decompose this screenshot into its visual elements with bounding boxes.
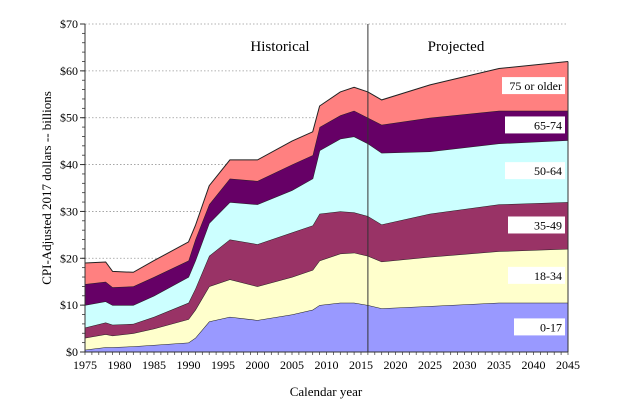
y-tick-label: $30 xyxy=(60,204,78,218)
series-label-text: 50-64 xyxy=(534,164,562,178)
y-tick-label: $20 xyxy=(60,251,78,265)
x-axis-title: Calendar year xyxy=(290,384,363,399)
area-50-64 xyxy=(85,136,568,328)
area-35-49 xyxy=(85,202,568,338)
x-tick-label: 2015 xyxy=(349,358,373,372)
series-label-box xyxy=(508,266,565,284)
projected-label: Projected xyxy=(428,39,485,55)
series-label-50-64: 50-64 xyxy=(505,162,565,180)
series-label-18-34: 18-34 xyxy=(508,266,565,284)
x-tick-label: 2040 xyxy=(522,358,546,372)
y-axis-title: CPI-Adjusted 2017 dollars -- billions xyxy=(39,91,54,285)
y-tick-label: $50 xyxy=(60,111,78,125)
series-label-box xyxy=(505,162,565,180)
series-label-box xyxy=(514,318,565,336)
y-tick-label: $40 xyxy=(60,158,78,172)
series-label-text: 35-49 xyxy=(534,218,562,232)
y-tick-label: $0 xyxy=(66,345,78,359)
series-label-75-or-older: 75 or older xyxy=(502,77,565,95)
area-18-34 xyxy=(85,248,568,350)
series-label-text: 75 or older xyxy=(509,79,562,93)
y-axis-ticks: $0 $10 $20 $30 $40 $50 $60 $70 xyxy=(60,17,85,359)
series-label-box xyxy=(505,116,565,134)
x-tick-label: 2030 xyxy=(453,358,477,372)
area-boundary-75-or-older xyxy=(84,61,569,273)
series-label-text: 65-74 xyxy=(534,118,562,132)
x-tick-label: 2035 xyxy=(487,358,511,372)
x-tick-label: 1990 xyxy=(177,358,201,372)
x-tick-label: 1995 xyxy=(211,358,235,372)
y-tick-label: $10 xyxy=(60,298,78,312)
series-label-text: 0-17 xyxy=(540,320,562,334)
y-tick-label: $70 xyxy=(60,17,78,31)
y-tick-label: $60 xyxy=(60,64,78,78)
x-tick-label: 2025 xyxy=(418,358,442,372)
x-tick-label: 2010 xyxy=(315,358,339,372)
x-tick-label: 2005 xyxy=(280,358,304,372)
series-labels: 0-17 18-34 35-49 50-64 65-74 75 or older xyxy=(502,77,565,336)
x-tick-label: 1980 xyxy=(108,358,132,372)
series-label-0-17: 0-17 xyxy=(514,318,565,336)
series-label-text: 18-34 xyxy=(534,269,562,283)
series-label-box xyxy=(508,216,565,234)
x-tick-label: 2000 xyxy=(246,358,270,372)
x-tick-label: 1975 xyxy=(73,358,97,372)
series-label-65-74: 65-74 xyxy=(505,116,565,134)
x-axis-ticks: 1975 1980 1985 1990 1995 2000 2005 2010 2015 2020… xyxy=(73,352,580,372)
area-series xyxy=(84,61,569,352)
area-0-17 xyxy=(85,302,568,352)
area-boundary-35-49 xyxy=(84,201,569,329)
x-tick-label: 2020 xyxy=(384,358,408,372)
series-label-box xyxy=(502,77,565,95)
x-tick-label: 2045 xyxy=(556,358,580,372)
historical-label: Historical xyxy=(250,39,309,55)
x-tick-label: 1985 xyxy=(142,358,166,372)
series-label-35-49: 35-49 xyxy=(508,216,565,234)
